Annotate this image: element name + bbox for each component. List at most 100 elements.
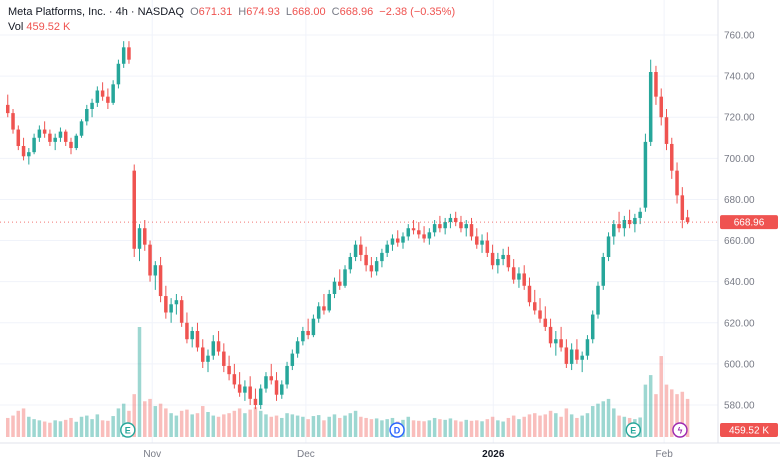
candle-body — [222, 351, 226, 366]
earnings-badge[interactable]: E — [120, 422, 136, 438]
candle-body — [517, 273, 521, 280]
volume-bar — [648, 375, 653, 437]
volume-bar — [90, 419, 94, 437]
flash-badge-circle[interactable] — [672, 422, 688, 438]
candle-body — [464, 224, 468, 229]
candle-body — [590, 314, 595, 340]
candle-body — [16, 129, 21, 146]
candle-body — [506, 254, 511, 268]
volume-bar — [490, 416, 495, 437]
last-price-badge-value: 668.96 — [734, 218, 765, 229]
volume-bar — [670, 389, 674, 437]
candle-body — [195, 331, 200, 348]
dividend-badge-circle[interactable] — [389, 422, 405, 438]
volume-value: 459.52 K — [26, 21, 71, 33]
volume-bar — [380, 420, 384, 437]
dividend-badge[interactable]: D — [389, 422, 405, 438]
candle-body — [675, 170, 679, 196]
volume-bar — [485, 419, 490, 437]
candle-body — [48, 133, 52, 142]
volume-bar — [153, 406, 158, 437]
time-tick-label[interactable]: Feb — [656, 449, 674, 460]
volume-bar — [596, 403, 600, 437]
volume-bar — [369, 419, 374, 437]
time-tick-label[interactable]: Dec — [297, 449, 315, 460]
candle-body — [638, 211, 642, 218]
candle-body — [612, 224, 616, 237]
volume-bar — [680, 391, 685, 437]
candle-body — [158, 265, 163, 297]
candle-body — [490, 252, 495, 266]
candle-body — [332, 281, 337, 294]
volume-bar — [475, 420, 479, 437]
volume-bar — [612, 408, 616, 437]
flash-badge[interactable]: ϟ — [672, 422, 688, 438]
volume-badge — [720, 423, 778, 437]
candle-body — [169, 304, 173, 313]
candle-body — [211, 341, 216, 356]
axes-layer[interactable]: 580.00 600.00 620.00 640.00 660.00 680.00 700.… — [0, 0, 780, 460]
volume-bar — [258, 410, 263, 437]
volume-bar — [569, 414, 574, 437]
volume-bar — [338, 417, 342, 437]
volume-bar — [106, 420, 110, 437]
volume-bar — [206, 412, 210, 437]
volume-layer — [6, 327, 690, 437]
price-tick-label: 660.00 — [724, 236, 755, 247]
candle-body — [190, 331, 194, 340]
volume-bar — [21, 408, 26, 437]
candle-body — [511, 267, 516, 280]
volume-bar — [264, 414, 268, 437]
volume-bar — [511, 415, 516, 437]
volume-bar — [143, 401, 147, 437]
earnings-badge-circle[interactable] — [625, 422, 641, 438]
candle-body — [69, 141, 73, 149]
candle-body — [480, 240, 484, 245]
candle-body — [253, 398, 258, 405]
candle-body — [106, 96, 110, 103]
candle-body — [353, 244, 358, 257]
candle-body — [411, 228, 416, 231]
volume-bar — [227, 413, 231, 437]
volume-bar — [459, 421, 463, 437]
candle-body — [32, 137, 36, 153]
earnings-badge[interactable]: E — [625, 422, 641, 438]
earnings-badge-circle[interactable] — [120, 422, 136, 438]
volume-bar — [554, 413, 558, 437]
volume-bar — [116, 408, 121, 437]
symbol-legend[interactable]: Meta Platforms, Inc. · 4h · NASDAQ O671.3… — [8, 5, 455, 35]
candle-body — [453, 217, 458, 223]
candle-body — [485, 240, 490, 253]
candle-body — [74, 135, 79, 149]
volume-bar — [58, 421, 63, 437]
candle-body — [248, 386, 252, 399]
volume-bar — [74, 421, 79, 437]
price-tick-label: 720.00 — [724, 113, 755, 124]
volume-bar — [322, 420, 326, 437]
time-tick-label[interactable]: 2026 — [482, 449, 505, 460]
candle-body — [601, 257, 606, 286]
volume-bar — [559, 416, 563, 437]
candle-body — [237, 384, 242, 393]
candle-body — [648, 72, 653, 142]
candle-body — [164, 296, 168, 313]
flash-badge-glyph: ϟ — [678, 426, 683, 436]
candle-body — [79, 121, 84, 136]
price-tick-label: 640.00 — [724, 277, 755, 288]
last-price-badge[interactable] — [720, 215, 778, 230]
candle-body — [216, 341, 221, 352]
dividend-badge-glyph: D — [394, 426, 401, 436]
volume-bar — [63, 419, 68, 437]
candle-body — [280, 384, 284, 395]
candle-body — [274, 380, 279, 395]
price-tick-label: 620.00 — [724, 318, 755, 329]
candle-body — [432, 224, 437, 233]
symbol-title[interactable]: Meta Platforms, Inc. · 4h · NASDAQ — [8, 6, 185, 18]
candle-body — [643, 141, 648, 208]
volume-bar — [111, 416, 115, 437]
candle-body — [6, 104, 10, 114]
time-tick-label[interactable]: Nov — [143, 449, 161, 460]
